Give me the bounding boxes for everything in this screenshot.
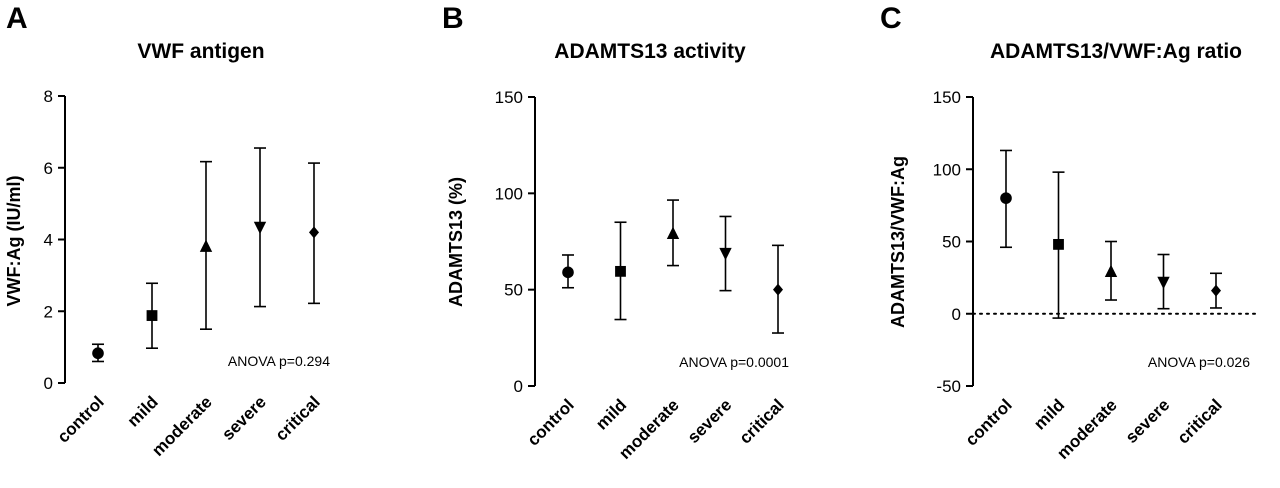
- y-tick-label: 0: [514, 377, 523, 396]
- x-category-label: severe: [1122, 395, 1174, 447]
- panel-letter: C: [880, 2, 902, 35]
- panel-a: A VWF antigen VWF:Ag (IU/ml) ANOVA p=0.2…: [4, 2, 330, 460]
- panel-c: C ADAMTS13/VWF:Ag ratio ADAMTS13/VWF:Ag …: [880, 2, 1256, 463]
- y-tick-label: 50: [504, 281, 523, 300]
- marker-diamond: [309, 226, 319, 239]
- anova-annotation: ANOVA p=0.294: [228, 353, 330, 369]
- x-category-label: control: [962, 395, 1016, 449]
- x-category-label: mild: [124, 392, 162, 430]
- marker-square: [1053, 238, 1064, 250]
- y-tick-label: 0: [952, 305, 961, 324]
- y-tick-label: 150: [933, 88, 961, 107]
- marker-triangle-down: [253, 221, 267, 235]
- panel-letter: A: [6, 2, 28, 35]
- marker-triangle-down: [1157, 276, 1170, 290]
- x-category-label: control: [54, 392, 108, 446]
- y-tick-label: 6: [44, 159, 53, 178]
- chart-title: ADAMTS13/VWF:Ag ratio: [990, 40, 1242, 63]
- y-tick-label: 100: [495, 184, 523, 203]
- y-axis-label: ADAMTS13/VWF:Ag: [888, 156, 908, 328]
- y-axis-label: VWF:Ag (IU/ml): [4, 176, 24, 307]
- y-axis-label: ADAMTS13 (%): [446, 177, 466, 307]
- anova-annotation: ANOVA p=0.026: [1148, 354, 1250, 370]
- marker-circle: [92, 347, 104, 360]
- marker-square: [615, 265, 626, 277]
- y-tick-label: 50: [942, 233, 961, 252]
- chart-title: ADAMTS13 activity: [554, 40, 746, 63]
- marker-triangle-up: [666, 226, 680, 239]
- y-tick-label: 150: [495, 88, 523, 107]
- marker-diamond: [773, 283, 783, 296]
- y-tick-label: 2: [44, 302, 53, 321]
- marker-circle: [1000, 192, 1012, 204]
- marker-square: [146, 310, 158, 321]
- panel-letter: B: [442, 2, 464, 35]
- y-tick-label: 0: [44, 374, 53, 393]
- marker-triangle-up: [1104, 264, 1118, 278]
- y-tick-label: 8: [44, 87, 53, 106]
- marker-triangle-up: [199, 239, 213, 252]
- y-tick-label: -50: [936, 377, 961, 396]
- marker-diamond: [1211, 284, 1221, 297]
- chart-title: VWF antigen: [137, 40, 264, 63]
- x-category-label: critical: [272, 392, 324, 444]
- x-category-label: severe: [218, 392, 270, 444]
- x-category-label: mild: [1030, 395, 1068, 433]
- x-category-label: critical: [736, 395, 788, 447]
- panel-b: B ADAMTS13 activity ADAMTS13 (%) ANOVA p…: [442, 2, 789, 463]
- x-category-label: mild: [592, 395, 630, 433]
- x-category-label: severe: [684, 395, 736, 447]
- x-category-label: control: [524, 395, 578, 449]
- marker-circle: [562, 266, 574, 279]
- y-tick-label: 100: [933, 160, 961, 179]
- anova-annotation: ANOVA p=0.0001: [679, 354, 789, 370]
- marker-triangle-down: [719, 247, 732, 261]
- x-category-label: critical: [1174, 395, 1226, 447]
- y-tick-label: 4: [44, 231, 53, 250]
